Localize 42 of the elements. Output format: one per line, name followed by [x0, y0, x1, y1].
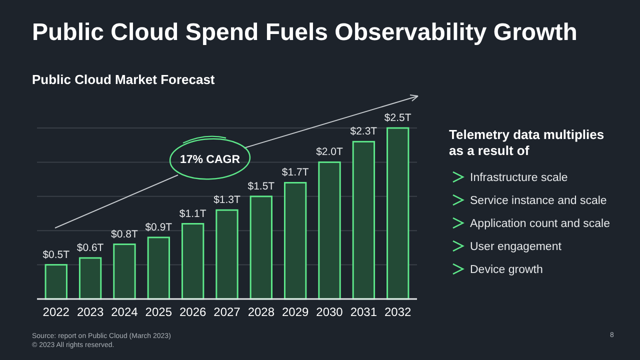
text: User engagement [470, 241, 562, 253]
bar [147, 236, 170, 300]
data-label: $2.5T [384, 112, 412, 124]
data-label: $0.8T [111, 228, 138, 240]
bar [78, 257, 102, 300]
annotation: 17% CAGR [180, 154, 241, 166]
data-label: $1.5T [248, 180, 276, 192]
x-tick-label: 2028 [248, 305, 275, 319]
x-tick-label: 2030 [316, 305, 344, 319]
bar [216, 209, 238, 300]
data-label: $0.6T [76, 242, 104, 254]
bar [250, 196, 273, 300]
x-tick-label: 2024 [111, 305, 138, 319]
x-tick-label: 2032 [384, 305, 412, 319]
bar [44, 264, 68, 300]
x-tick-label: 2025 [145, 305, 172, 319]
data-label: $0.5T [42, 248, 70, 261]
data-label: $0.9T [145, 221, 173, 234]
text: Application count and scale [470, 218, 610, 230]
data-label: $2.3T [350, 126, 378, 138]
x-tick-label: 2029 [282, 305, 310, 319]
chart-title: Public Cloud Spend Fuels Observability Growth [32, 19, 578, 46]
x-tick-label: 2023 [76, 305, 104, 319]
bar [386, 127, 410, 300]
x-tick-label: 2022 [42, 305, 70, 319]
data-label: $2.0T [316, 146, 344, 158]
text: Service instance and scale [470, 195, 607, 207]
bar [352, 140, 376, 300]
x-tick-label: 2026 [179, 305, 206, 319]
bar [113, 244, 136, 300]
text: Infrastructure scale [470, 172, 568, 184]
bar [181, 223, 204, 300]
x-tick-label: 2031 [350, 305, 378, 319]
text: Device growth [470, 264, 543, 276]
data-label: $1.3T [214, 194, 242, 206]
bar [284, 182, 307, 300]
x-tick-label: 2027 [214, 305, 241, 319]
data-label: $1.1T [179, 208, 207, 220]
bar [318, 161, 341, 300]
chart-subtitle: Public Cloud Market Forecast [32, 72, 216, 87]
text: Telemetry data multiplies as a result of [449, 127, 604, 158]
data-label: $1.7T [282, 166, 310, 179]
